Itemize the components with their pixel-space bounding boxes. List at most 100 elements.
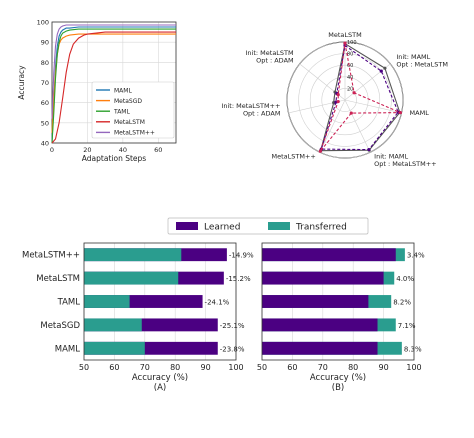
- radar-series: [320, 44, 399, 151]
- radar-axis-label-line: MAML: [410, 109, 430, 117]
- radar-tick-label: 80: [347, 52, 353, 58]
- x-tick-label: 90: [379, 363, 389, 372]
- x-axis-label: Adaptation Steps: [82, 154, 146, 163]
- radar-axis-label-line: Init: MetaLSTM: [246, 49, 294, 57]
- radar-spoke: [344, 99, 371, 153]
- radar-point: [336, 92, 340, 97]
- bar: [262, 295, 369, 308]
- x-tick-label: 60: [287, 363, 297, 372]
- radar-axis-label-line: Opt : MetaLSTM: [396, 60, 448, 68]
- y-tick-label: 80: [41, 59, 49, 67]
- x-tick-label: 70: [140, 363, 150, 372]
- x-axis-label: Accuracy (%): [132, 373, 188, 383]
- series-line: [51, 26, 176, 144]
- series-line: [51, 31, 176, 144]
- legend-box: [91, 81, 175, 139]
- x-tick-label: 90: [201, 363, 211, 372]
- radar-axis-label-line: Init: MAML: [374, 152, 408, 160]
- bar: [262, 248, 396, 262]
- x-tick-label: 80: [348, 363, 358, 372]
- radar-series: [319, 43, 401, 152]
- x-tick-label: 100: [228, 363, 243, 372]
- bar-annotation: 7.1%: [398, 322, 416, 330]
- y-tick-label: 40: [41, 140, 49, 148]
- radar-tick-label: 20: [347, 86, 353, 92]
- x-tick-label: 50: [257, 363, 267, 372]
- radar-axis-label: Init: MetaLSTM++ Opt : ADAM: [221, 102, 280, 118]
- bar: [84, 341, 145, 355]
- bar-annotation: 8.2%: [393, 299, 411, 307]
- x-tick-label: 20: [83, 146, 91, 154]
- bar-annotation: 3.4%: [407, 252, 425, 260]
- category-label: TAML: [57, 298, 81, 308]
- x-tick-label: 60: [109, 363, 119, 372]
- y-tick-label: 50: [41, 119, 49, 127]
- x-axis-label: Accuracy (%): [310, 373, 366, 383]
- y-tick-label: 90: [41, 39, 49, 47]
- category-label: MetaLSTM++: [22, 251, 80, 261]
- bar: [84, 318, 142, 332]
- radar-axis-label-line: Opt : MetaLSTM++: [374, 160, 436, 168]
- radar-point: [367, 148, 371, 152]
- bar-chart-b: 50 60 70 80 90 100 3.4% 4.0% 8.2% 7.1% 8.3% Accurac…: [257, 242, 425, 393]
- category-label: MetaLSTM: [36, 274, 80, 284]
- x-tick-label: 70: [318, 363, 328, 372]
- x-tick-label: 80: [170, 363, 180, 372]
- radar-spoke: [344, 99, 402, 114]
- legend-swatch: [176, 222, 198, 230]
- radar-axis-label-line: Opt : ADAM: [256, 56, 294, 64]
- radar-spoke: [319, 99, 346, 153]
- radar-axis-label: Init: MAML Opt : MetaLSTM: [396, 53, 448, 69]
- plot-frame: [83, 242, 237, 361]
- legend-swatch: [268, 222, 290, 230]
- bar-chart-a: 50 60 70 80 90 100 -14.9% MetaLSTM++ -15.2% MetaL…: [22, 242, 254, 393]
- plot-frame: [51, 21, 177, 144]
- x-tick-label: 50: [79, 363, 89, 372]
- radar-point: [379, 69, 383, 73]
- legend-label: TAML: [113, 109, 130, 116]
- x-tick-label: 0: [50, 146, 54, 154]
- radar-axis-label: MAML: [410, 109, 430, 117]
- radar-tick-label: 60: [347, 63, 353, 69]
- legend-label: Transferred: [295, 223, 347, 233]
- radar-point: [318, 149, 322, 153]
- y-axis-label: Accuracy: [17, 65, 26, 100]
- radar-axis-label-line: MetaLSTM: [328, 31, 361, 39]
- radar-axis-label: MetaLSTM: [328, 31, 361, 39]
- y-tick-label: 60: [41, 99, 49, 107]
- legend-label: MAML: [114, 87, 132, 94]
- plot-frame: [261, 242, 415, 361]
- radar-spoke: [344, 63, 391, 101]
- bar-annotation: -25.1%: [220, 322, 245, 330]
- bar-annotation: -15.2%: [226, 275, 251, 283]
- radar-point: [343, 41, 347, 45]
- radar-axis-label-line: MetaLSTM++: [271, 152, 315, 160]
- radar-axis-label: Init: MetaLSTM Opt : ADAM: [246, 49, 294, 65]
- radar-axis-label-line: Init: MAML: [396, 53, 430, 61]
- legend-label: MetaLSTM++: [114, 130, 155, 137]
- x-tick-label: 60: [154, 146, 162, 154]
- radar-series: [319, 42, 401, 152]
- series-line: [51, 28, 176, 144]
- bar-legend: Learned Transferred: [167, 217, 369, 235]
- bar: [84, 295, 130, 308]
- radar-point: [352, 91, 356, 95]
- legend-label: MetaSGD: [114, 98, 142, 105]
- bar: [262, 341, 378, 355]
- line-chart: 40 50 60 70 80 90 100 0 20 40 60 Adaptation Steps Ac…: [17, 19, 177, 163]
- bar-annotation: 4.0%: [396, 275, 414, 283]
- bar-annotation: -24.1%: [205, 299, 230, 307]
- radar-axis-label-line: Init: MetaLSTM++: [221, 102, 280, 110]
- category-label: MetaSGD: [40, 321, 80, 331]
- x-tick-label: 40: [119, 146, 127, 154]
- x-tick-label: 100: [406, 363, 421, 372]
- radar-point: [349, 111, 353, 115]
- radar-axis-label: MetaLSTM++: [271, 152, 315, 160]
- series-line: [51, 24, 176, 119]
- radar-axis-label: Init: MAML Opt : MetaLSTM++: [374, 152, 436, 168]
- category-label: MAML: [55, 344, 80, 354]
- bar: [84, 271, 179, 285]
- radar-point: [398, 111, 403, 115]
